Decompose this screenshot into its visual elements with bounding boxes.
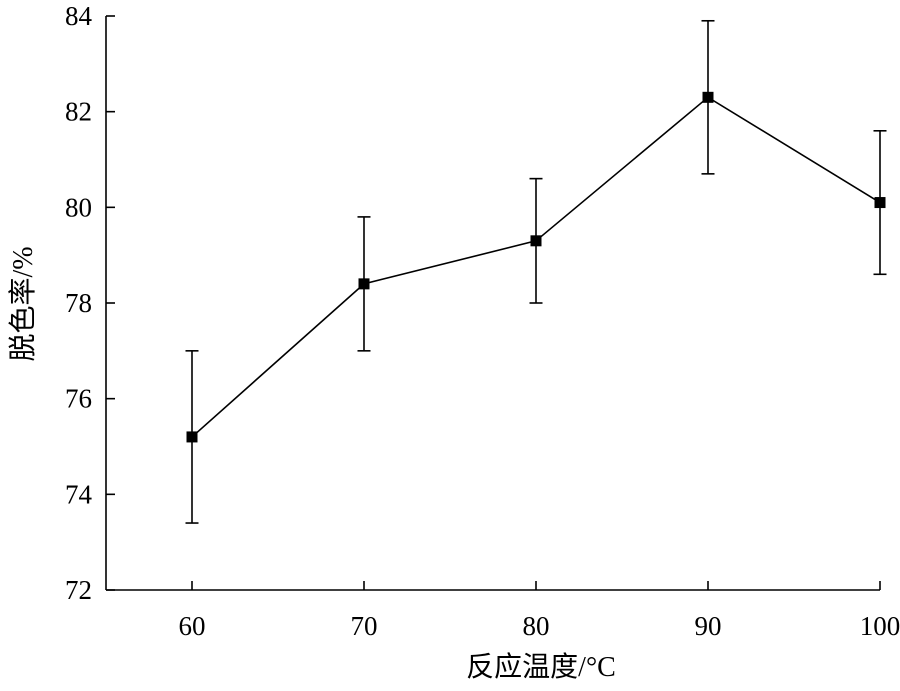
y-ticks: 72 74 76 78 80 82 84 [65,1,115,605]
x-tick-label: 80 [523,611,550,641]
x-axis-title: 反应温度/°C [466,651,616,683]
x-tick-label: 90 [695,611,722,641]
data-point [186,431,198,443]
plot-area [185,19,887,524]
data-point [702,91,714,103]
axes [105,16,880,591]
data-point [530,235,542,247]
y-tick-label: 82 [65,97,92,127]
y-tick-label: 74 [65,479,93,509]
x-tick-label: 70 [351,611,378,641]
y-tick-label: 76 [65,384,92,414]
y-tick-label: 84 [65,1,93,31]
y-tick-label: 80 [65,192,92,222]
data-point [874,197,886,209]
y-tick-label: 72 [65,575,92,605]
x-tick-label: 100 [860,611,900,641]
y-tick-label: 78 [65,288,92,318]
x-tick-label: 60 [179,611,206,641]
y-axis-title: 脱色率/% [7,246,39,361]
data-point [358,278,370,290]
x-ticks: 60 70 80 90 100 [179,581,900,641]
